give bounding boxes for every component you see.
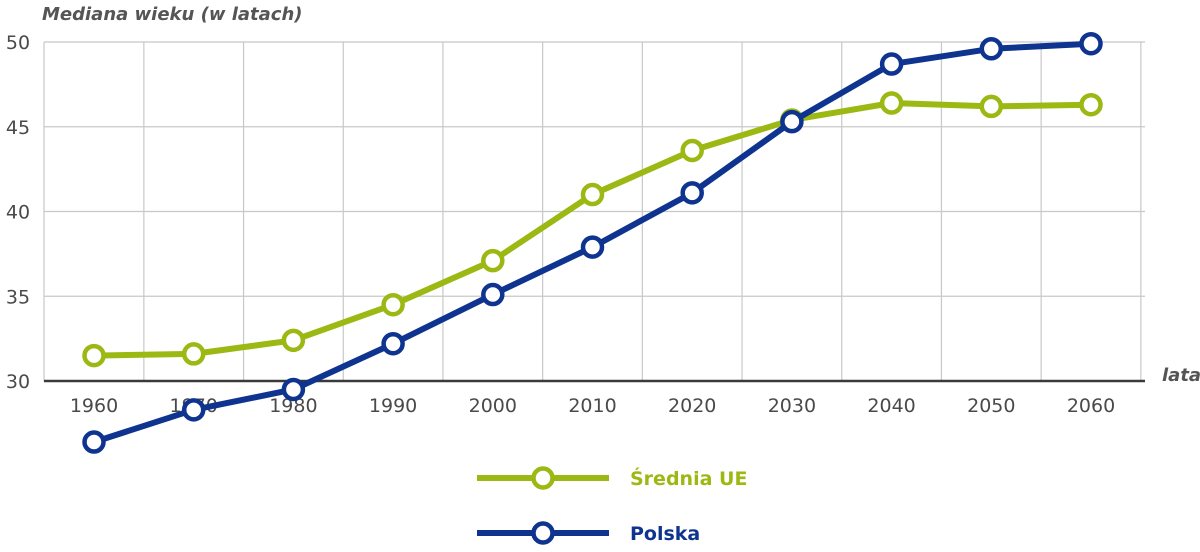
data-point: [879, 91, 904, 115]
data-point: [381, 292, 405, 317]
series: [82, 31, 1103, 454]
y-axis-label: Mediana wieku (w latach): [42, 4, 303, 25]
data-point: [481, 282, 505, 307]
x-tick-label: 1960: [70, 395, 118, 417]
x-tick-label: 2000: [469, 395, 517, 417]
data-point: [979, 94, 1004, 119]
x-tick-label: 2040: [867, 395, 915, 417]
y-tick-labels: 30 35 40 45 50: [6, 32, 30, 393]
x-tick-label: 2060: [1067, 395, 1115, 417]
legend-item: Średnia UE: [477, 466, 747, 490]
legend: Średnia UE Polska: [477, 466, 747, 545]
grid: [43, 41, 1145, 381]
x-tick-label: 1990: [369, 395, 417, 417]
x-axis-label: lata: [1162, 365, 1200, 386]
data-point: [979, 37, 1004, 61]
x-tick-label: 1980: [269, 395, 317, 417]
x-tick-label: 2050: [967, 395, 1015, 417]
data-point: [181, 398, 206, 422]
data-point: [1079, 31, 1103, 56]
data-point: [1079, 92, 1103, 117]
legend-label: Średnia UE: [630, 466, 747, 490]
series-2: [82, 31, 1103, 454]
legend-marker: [531, 466, 555, 490]
legend-marker: [531, 521, 555, 545]
data-point: [281, 377, 306, 402]
y-tick-label: 50: [6, 32, 30, 54]
x-tick-label: 2030: [768, 395, 816, 417]
data-point: [879, 52, 904, 76]
x-tick-labels: 1960197019801990200020102020203020402050…: [70, 395, 1115, 417]
x-tick-label: 2020: [668, 395, 716, 417]
y-tick-label: 45: [6, 117, 30, 139]
y-tick-label: 35: [6, 286, 30, 308]
legend-item: Polska: [477, 521, 700, 545]
data-point: [780, 109, 804, 134]
x-tick-label: 2010: [568, 395, 616, 417]
data-point: [481, 248, 505, 273]
data-point: [580, 182, 605, 207]
y-tick-label: 40: [6, 202, 30, 224]
legend-label: Polska: [630, 523, 700, 545]
data-point: [82, 343, 106, 368]
data-point: [381, 331, 405, 356]
data-point: [580, 235, 605, 259]
data-point: [680, 181, 704, 205]
y-tick-label: 30: [6, 371, 30, 393]
series-1: [82, 91, 1103, 368]
data-point: [680, 138, 704, 163]
data-point: [181, 342, 206, 366]
data-point: [82, 430, 106, 454]
data-point: [281, 328, 306, 353]
